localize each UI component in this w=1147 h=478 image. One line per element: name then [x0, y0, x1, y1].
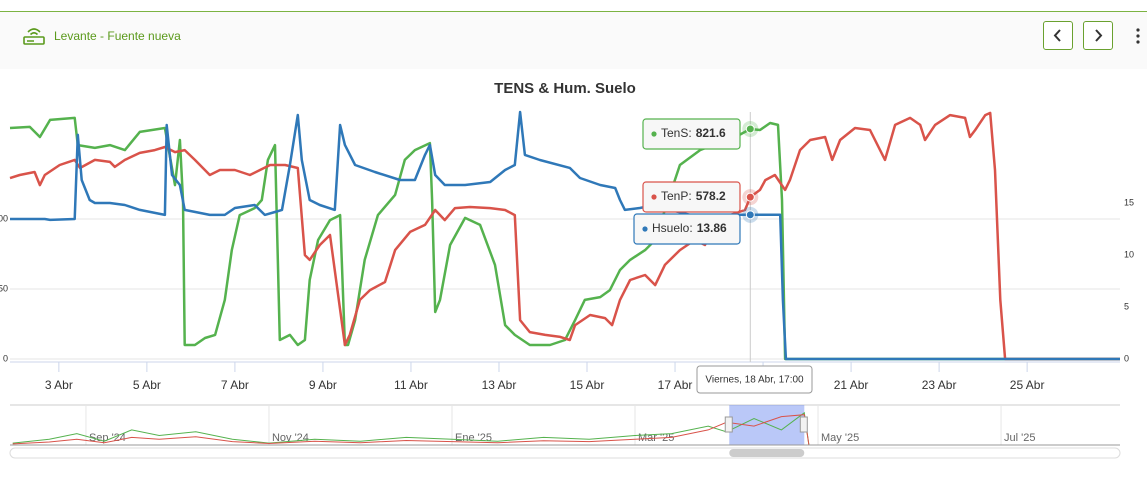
- hover-point: [745, 192, 755, 202]
- y2-tick-label: 15: [1124, 197, 1134, 207]
- tooltip-label: TenP:: [661, 189, 692, 203]
- tooltip-text: Hsuelo: 13.86: [652, 221, 727, 235]
- prev-button[interactable]: [1043, 21, 1073, 50]
- x-tick-label: 13 Abr: [482, 378, 517, 392]
- tooltip-text: TenS: 821.6: [661, 126, 726, 140]
- scrollbar-thumb: [729, 449, 805, 457]
- series-line: [9, 111, 1120, 361]
- y2-tick-label: 0: [1124, 353, 1129, 363]
- next-button[interactable]: [1083, 21, 1113, 50]
- hover-point: [745, 124, 755, 134]
- menu-button[interactable]: [1134, 26, 1142, 46]
- header-title: Levante - Fuente nueva: [54, 29, 181, 43]
- navigator-range: [729, 405, 805, 445]
- navigator-handle[interactable]: [799, 416, 808, 433]
- y2-tick-label: 10: [1124, 249, 1134, 259]
- tooltip-box: [642, 181, 741, 213]
- tooltip-text: TenP: 578.2: [661, 189, 726, 203]
- y-tick-label: 0: [3, 353, 8, 363]
- series-line: [10, 110, 1120, 361]
- navigator-tick-label: May '25: [821, 432, 859, 444]
- tooltip-value: 821.6: [696, 126, 726, 140]
- x-tick-label: 15 Abr: [570, 378, 605, 392]
- tooltip-box: [642, 118, 741, 150]
- x-tick-label: 23 Abr: [922, 378, 957, 392]
- navigator-tick-label: Sep '24: [89, 432, 126, 444]
- tooltip-marker: [651, 194, 657, 200]
- series-line: [9, 116, 1120, 361]
- navigator-line: [12, 411, 1120, 446]
- tooltip-box: [633, 213, 741, 245]
- y-tick-label: 500: [0, 213, 8, 223]
- header: Levante - Fuente nueva: [0, 11, 1147, 69]
- tooltip-value: 13.86: [697, 221, 727, 235]
- x-tick-label: 3 Abr: [45, 378, 73, 392]
- prev-icon: [1053, 29, 1061, 42]
- x-tick-label: 25 Abr: [1010, 378, 1045, 392]
- navigator-line: [12, 414, 1120, 446]
- tooltip-header-box: [696, 365, 813, 394]
- hover-point: [745, 210, 755, 220]
- device-icon: [23, 28, 45, 45]
- y-tick-label: 250: [0, 283, 8, 293]
- x-tick-label: 11 Abr: [394, 378, 428, 392]
- x-tick-label: 17 Abr: [658, 378, 693, 392]
- navigator-tick-label: Jul '25: [1004, 432, 1035, 444]
- tooltip-label: TenS:: [661, 126, 692, 140]
- tooltip-label: Hsuelo:: [652, 221, 693, 235]
- x-tick-label: 9 Abr: [309, 378, 337, 392]
- tooltip-marker: [651, 131, 657, 137]
- navigator-handle[interactable]: [724, 416, 733, 433]
- chart-title: TENS & Hum. Suelo: [494, 80, 636, 97]
- next-icon: [1095, 29, 1103, 42]
- x-tick-label: 7 Abr: [221, 378, 249, 392]
- tooltip-header: Viernes, 18 Abr, 17:00: [705, 375, 804, 386]
- y2-tick-label: 5: [1124, 301, 1129, 311]
- scrollbar-track: [9, 447, 1121, 459]
- tooltip-value: 578.2: [696, 189, 726, 203]
- x-tick-label: 21 Abr: [834, 378, 869, 392]
- x-tick-label: 5 Abr: [133, 378, 161, 392]
- tooltip-marker: [642, 226, 648, 232]
